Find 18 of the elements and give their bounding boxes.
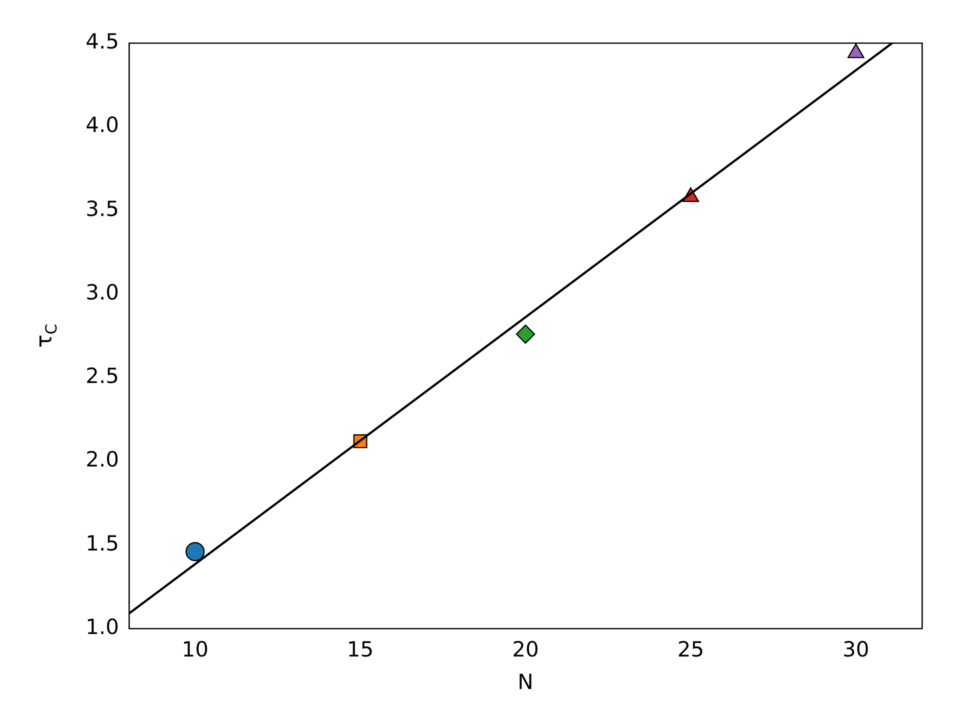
- y-tick-label: 3.5: [86, 196, 119, 221]
- x-tick-label: 15: [346, 638, 374, 662]
- y-tick-label: 1.5: [86, 531, 119, 556]
- y-tick-label: 2.0: [86, 448, 119, 472]
- y-tick-label: 3.0: [86, 280, 119, 304]
- y-tick-label: 4.0: [86, 113, 119, 138]
- y-tick-label: 4.5: [86, 29, 119, 54]
- point: [516, 324, 536, 344]
- x-axis-title: N: [518, 670, 534, 694]
- y-tick-label: 2.5: [86, 364, 119, 388]
- point: [185, 542, 205, 562]
- x-tick-label: 25: [677, 638, 704, 662]
- x-tick-label: 20: [512, 638, 539, 662]
- x-tick-label: 10: [182, 638, 208, 662]
- y-axis-title: τC: [32, 324, 61, 348]
- point: [848, 43, 864, 58]
- x-tick-label: 30: [842, 638, 870, 662]
- y-tick-label: 1.0: [86, 615, 119, 640]
